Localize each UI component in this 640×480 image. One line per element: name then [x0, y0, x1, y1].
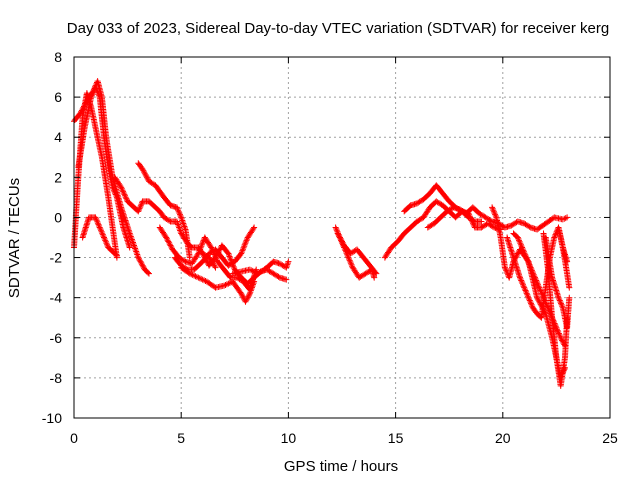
- point-markers: [75, 84, 133, 251]
- series-arc-22: [555, 224, 573, 291]
- y-tick-label: 0: [54, 209, 62, 225]
- series-arc-20: [540, 230, 571, 389]
- series-arc-3: [75, 84, 133, 251]
- series-arc-12: [332, 224, 378, 281]
- series-arc-13: [334, 230, 380, 277]
- y-tick-label: 4: [54, 129, 62, 145]
- series-arc-21: [542, 234, 573, 331]
- point-markers: [555, 224, 573, 291]
- grid-lines: [74, 57, 610, 418]
- y-tick-label: -2: [50, 250, 63, 266]
- x-tick-label: 25: [602, 430, 618, 446]
- y-axis-title: SDTVAR / TECUs: [6, 178, 23, 298]
- y-tick-label: 6: [54, 89, 62, 105]
- x-tick-label: 10: [281, 430, 297, 446]
- data-points: [71, 78, 573, 389]
- x-tick-label: 20: [495, 430, 511, 446]
- y-tick-label: -4: [50, 290, 63, 306]
- y-tick-label: -10: [42, 410, 62, 426]
- series-arc-11: [229, 258, 292, 277]
- point-markers: [332, 224, 378, 281]
- series-arc-9: [178, 264, 258, 305]
- x-axis-title: GPS time / hours: [284, 458, 398, 475]
- x-tick-label: 5: [177, 430, 185, 446]
- series-arc-16: [424, 204, 571, 233]
- y-tick-label: 8: [54, 49, 62, 65]
- point-markers: [424, 204, 571, 233]
- plot-frame: [73, 56, 611, 419]
- point-markers: [540, 230, 571, 389]
- point-markers: [542, 234, 573, 331]
- y-tick-label: 2: [54, 169, 62, 185]
- series-arc-14: [381, 198, 504, 261]
- point-markers: [79, 214, 120, 259]
- point-markers: [229, 258, 292, 277]
- x-tick-label: 15: [388, 430, 404, 446]
- y-tick-label: -6: [50, 330, 63, 346]
- series-arc-4: [79, 214, 120, 259]
- point-markers: [178, 264, 258, 305]
- chart-title: Day 033 of 2023, Sidereal Day-to-day VTE…: [67, 20, 609, 37]
- point-markers: [334, 230, 380, 277]
- x-tick-label: 0: [70, 430, 78, 446]
- y-tick-label: -8: [50, 370, 63, 386]
- series-arc-6: [135, 160, 193, 261]
- tick-labels: 0 5 10 15 20 25 -10 -8 -6 -4 -2 0 2 4 6 8: [42, 49, 618, 446]
- point-markers: [135, 160, 193, 261]
- point-markers: [381, 198, 504, 261]
